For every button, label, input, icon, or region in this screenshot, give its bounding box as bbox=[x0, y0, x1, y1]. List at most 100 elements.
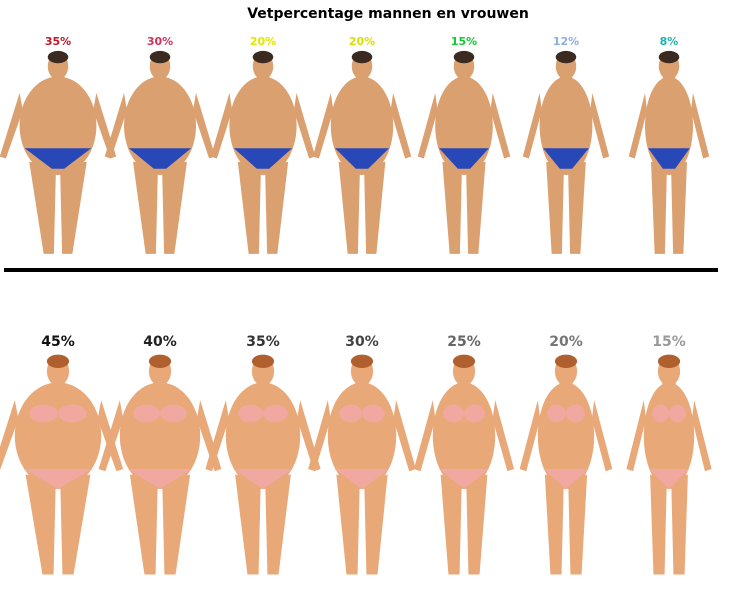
leg bbox=[650, 474, 667, 575]
hair bbox=[47, 50, 69, 64]
bikini-top bbox=[547, 404, 566, 423]
leg bbox=[60, 474, 91, 575]
bikini-bottom bbox=[233, 469, 293, 489]
leg bbox=[25, 474, 56, 575]
swim-brief bbox=[128, 148, 192, 169]
man-fat-label: 15% bbox=[451, 35, 477, 48]
woman-fat-label: 25% bbox=[447, 334, 481, 350]
woman-figure bbox=[98, 354, 222, 575]
bikini-top bbox=[339, 404, 362, 423]
hair bbox=[555, 50, 577, 64]
divider bbox=[4, 268, 718, 272]
bikini-bottom bbox=[334, 469, 390, 489]
bikini-bottom bbox=[439, 469, 489, 489]
man-figure bbox=[312, 50, 412, 254]
woman-fat-label: 45% bbox=[41, 334, 75, 350]
leg bbox=[546, 161, 564, 254]
arm bbox=[522, 92, 542, 159]
woman-fat-label: 30% bbox=[345, 334, 379, 350]
arm bbox=[0, 92, 23, 159]
bikini-top bbox=[464, 404, 485, 423]
leg bbox=[338, 161, 360, 254]
leg bbox=[265, 474, 291, 575]
leg bbox=[265, 161, 289, 254]
leg bbox=[671, 474, 688, 575]
title: Vetpercentage mannen en vrouwen bbox=[247, 6, 529, 22]
arm bbox=[691, 92, 710, 159]
hair bbox=[149, 50, 171, 64]
hair bbox=[148, 354, 172, 368]
hair bbox=[554, 354, 578, 368]
woman-fat-label: 40% bbox=[143, 334, 177, 350]
leg bbox=[129, 474, 158, 575]
arm bbox=[390, 92, 412, 159]
arm bbox=[692, 400, 712, 472]
arm bbox=[492, 400, 515, 472]
bikini-top bbox=[133, 404, 161, 423]
swim-brief bbox=[24, 148, 92, 169]
man-fat-label: 12% bbox=[553, 35, 579, 48]
arm bbox=[519, 400, 541, 472]
man-figure bbox=[628, 50, 710, 254]
hair bbox=[351, 50, 373, 64]
leg bbox=[466, 161, 486, 254]
leg bbox=[651, 161, 667, 254]
hair bbox=[251, 354, 275, 368]
hair bbox=[452, 354, 476, 368]
leg bbox=[544, 474, 564, 575]
man-fat-label: 20% bbox=[250, 35, 276, 48]
arm bbox=[417, 92, 438, 159]
man-figure bbox=[0, 50, 117, 254]
bikini-bottom bbox=[648, 469, 690, 489]
leg bbox=[133, 161, 158, 254]
leg bbox=[162, 474, 191, 575]
hair bbox=[252, 50, 274, 64]
arm bbox=[308, 400, 331, 472]
arm bbox=[193, 92, 216, 159]
bikini-top bbox=[362, 404, 385, 423]
arm bbox=[626, 400, 646, 472]
leg bbox=[671, 161, 687, 254]
woman-fat-label: 35% bbox=[246, 334, 280, 350]
bikini-top bbox=[160, 404, 187, 423]
man-figure bbox=[210, 50, 316, 254]
leg bbox=[442, 161, 462, 254]
swim-brief bbox=[648, 148, 690, 169]
bikini-bottom bbox=[23, 469, 93, 489]
arm bbox=[98, 400, 124, 472]
leg bbox=[235, 474, 261, 575]
hair bbox=[658, 50, 680, 64]
bikini-top bbox=[29, 404, 58, 423]
arm bbox=[591, 400, 613, 472]
leg bbox=[364, 474, 388, 575]
leg bbox=[568, 474, 588, 575]
leg bbox=[162, 161, 187, 254]
bikini-top bbox=[669, 404, 686, 423]
arm bbox=[628, 92, 647, 159]
swim-brief bbox=[334, 148, 390, 169]
bikini-bottom bbox=[543, 469, 589, 489]
leg bbox=[466, 474, 488, 575]
arm bbox=[0, 400, 19, 471]
hair bbox=[350, 354, 374, 368]
bikini-top bbox=[238, 404, 263, 423]
arm bbox=[312, 92, 334, 159]
arm bbox=[490, 92, 511, 159]
bikini-top bbox=[443, 404, 464, 423]
woman-fat-label: 15% bbox=[652, 334, 686, 350]
arm bbox=[210, 92, 233, 159]
arm bbox=[205, 400, 229, 472]
bikini-top bbox=[566, 404, 585, 423]
bikini-bottom bbox=[127, 469, 193, 489]
swim-brief bbox=[543, 148, 589, 169]
hair bbox=[46, 354, 70, 368]
leg bbox=[440, 474, 462, 575]
woman-fat-label: 20% bbox=[549, 334, 583, 350]
leg bbox=[60, 161, 87, 254]
leg bbox=[336, 474, 360, 575]
woman-figure bbox=[308, 354, 416, 575]
bikini-top bbox=[58, 404, 87, 423]
bikini-top bbox=[263, 404, 288, 423]
hair bbox=[453, 50, 475, 64]
arm bbox=[413, 400, 436, 472]
